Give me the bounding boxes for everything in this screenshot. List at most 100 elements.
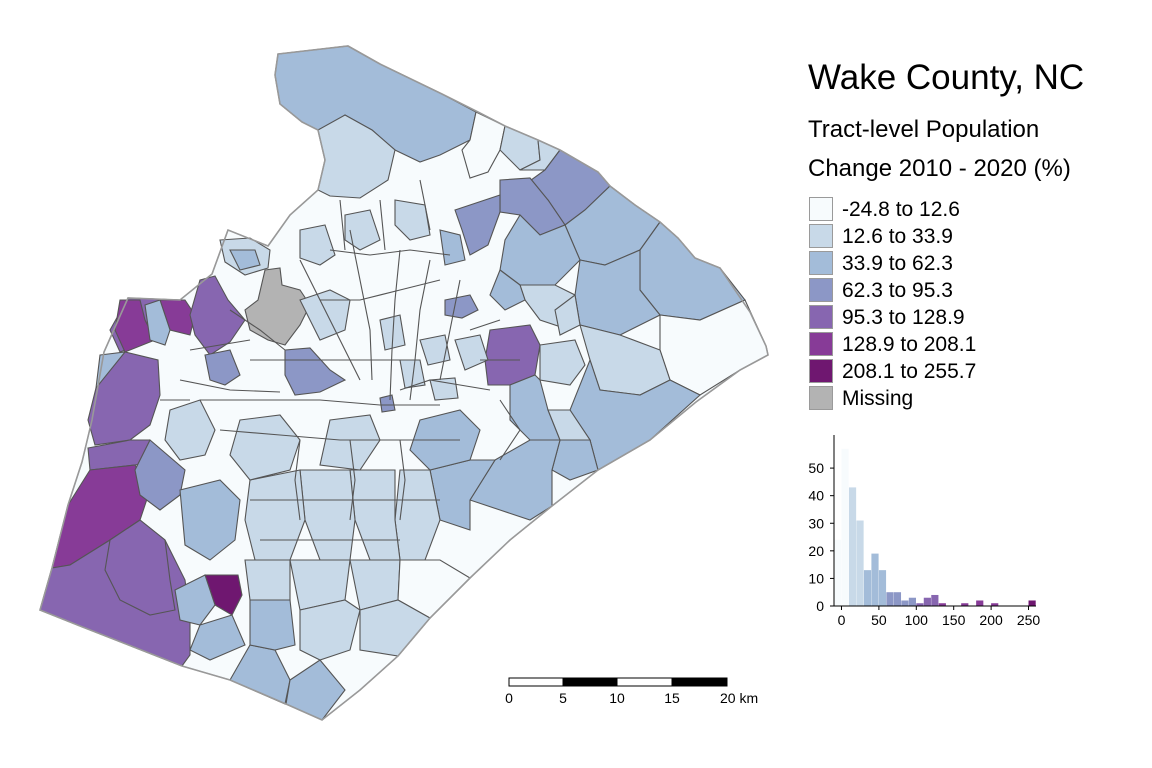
- tract-polygon: [204, 349, 241, 386]
- histogram-bar: [871, 553, 879, 606]
- legend-label: Missing: [842, 387, 914, 410]
- legend-label: 128.9 to 208.1: [842, 333, 977, 356]
- county-outline: [39, 45, 769, 721]
- tract-polygon: [554, 294, 581, 336]
- legend-swatch: [809, 251, 833, 275]
- tract-polygon: [539, 339, 586, 386]
- tract-boundary-line: [379, 199, 386, 251]
- tract-polygon: [299, 224, 336, 266]
- histogram-bar: [916, 603, 924, 606]
- legend-swatch: [809, 332, 833, 356]
- map-title: Wake County, NC: [808, 58, 1085, 97]
- tract-boundary-line: [200, 399, 440, 406]
- y-tick-label: 0: [816, 598, 824, 614]
- tract-boundary-line: [349, 229, 373, 381]
- tract-boundary-line: [329, 249, 451, 256]
- tract-polygon: [249, 599, 296, 651]
- tract-polygon: [419, 334, 451, 366]
- legend-label: 208.1 to 255.7: [842, 360, 977, 383]
- tract-polygons: [39, 45, 769, 721]
- x-tick-label: 150: [942, 612, 966, 628]
- tract-boundary-line: [349, 439, 356, 521]
- scale-bar-segment: [508, 677, 564, 687]
- histogram-bar: [901, 600, 909, 606]
- map-subtitle-line-1: Tract-level Population: [808, 116, 1040, 143]
- scale-bar-segment: [562, 677, 618, 687]
- legend-item: 33.9 to 62.3: [808, 250, 1108, 277]
- tract-boundary-line: [439, 279, 461, 381]
- tract-polygon: [244, 559, 291, 601]
- scale-bar-label: 0: [505, 690, 513, 706]
- y-tick-label: 50: [808, 460, 824, 476]
- x-tick-label: 200: [979, 612, 1003, 628]
- tract-boundary-line: [469, 319, 501, 331]
- scale-bar-segment: [616, 677, 673, 687]
- tract-polygon: [229, 249, 261, 271]
- tract-polygon: [174, 574, 216, 626]
- y-tick-label: 10: [808, 570, 824, 586]
- tract-polygon: [189, 614, 246, 661]
- wake-county-tract-map: [39, 45, 769, 721]
- legend-item: 62.3 to 95.3: [808, 277, 1108, 304]
- histogram-bar: [856, 520, 864, 606]
- y-tick-label: 40: [808, 488, 824, 504]
- histogram-bar: [931, 594, 939, 606]
- tract-polygon: [344, 209, 381, 251]
- legend-item: -24.8 to 12.6: [808, 196, 1108, 223]
- population-change-histogram: 0 10 20 30 40 50 0 50 100 150 200 250: [808, 435, 1041, 628]
- scale-bar-label: 5: [559, 690, 567, 706]
- legend-item: 95.3 to 128.9: [808, 304, 1108, 331]
- histogram-bar: [893, 592, 902, 606]
- legend-label: 95.3 to 128.9: [842, 306, 965, 329]
- legend-item: 128.9 to 208.1: [808, 331, 1108, 358]
- legend-swatch: [809, 224, 833, 248]
- x-tick-label: 100: [905, 612, 929, 628]
- legend-swatch: [809, 305, 833, 329]
- tract-boundary-line: [179, 379, 281, 393]
- tract-polygon: [394, 199, 431, 241]
- tract-polygon: [379, 394, 396, 413]
- histogram-bar: [991, 603, 999, 606]
- tract-boundary-line: [320, 279, 441, 301]
- tract-boundary-line: [499, 399, 521, 461]
- legend-label: 33.9 to 62.3: [842, 252, 953, 275]
- tract-boundary-line: [339, 199, 346, 251]
- legend-item: Missing: [808, 385, 1108, 412]
- histogram-bar: [976, 600, 984, 606]
- tract-boundary-line: [294, 439, 301, 521]
- tract-polygon: [399, 359, 426, 389]
- tract-polygon: [639, 221, 746, 321]
- histogram-bar: [1028, 600, 1036, 606]
- histogram-bar: [908, 597, 916, 606]
- histogram-bar: [834, 539, 842, 606]
- map-subtitle-line-2: Change 2010 - 2020 (%): [808, 155, 1071, 182]
- tract-polygon: [134, 439, 186, 511]
- tract-polygon: [454, 194, 501, 256]
- tract-polygon: [299, 289, 351, 341]
- scale-bar-label: 20 km: [720, 690, 758, 706]
- tract-polygon: [489, 269, 526, 311]
- legend-swatch: [809, 278, 833, 302]
- tract-polygon: [229, 414, 301, 481]
- tract-polygon: [189, 275, 246, 356]
- histogram-bar: [886, 592, 894, 606]
- tract-boundary-line: [399, 439, 406, 521]
- scale-bar-label: 15: [664, 690, 680, 706]
- histogram-bar: [961, 603, 969, 606]
- tract-boundary-line: [409, 259, 431, 401]
- tract-boundary-line: [399, 379, 491, 391]
- x-tick-label: 250: [1017, 612, 1041, 628]
- tract-boundary-line: [389, 249, 401, 401]
- tract-polygon: [299, 599, 361, 661]
- legend-label: -24.8 to 12.6: [842, 198, 960, 221]
- tract-polygon: [179, 479, 241, 561]
- tract-missing: [244, 267, 311, 346]
- x-tick-label: 0: [838, 612, 846, 628]
- histogram-bar: [878, 570, 887, 606]
- scale-bar: 0 5 10 15 20 km: [505, 677, 758, 706]
- histogram-bar: [848, 487, 857, 606]
- scale-bar-label: 10: [609, 690, 625, 706]
- tract-boundary-line: [189, 339, 251, 351]
- histogram-bar: [841, 448, 849, 606]
- scale-bar-segment: [671, 677, 728, 687]
